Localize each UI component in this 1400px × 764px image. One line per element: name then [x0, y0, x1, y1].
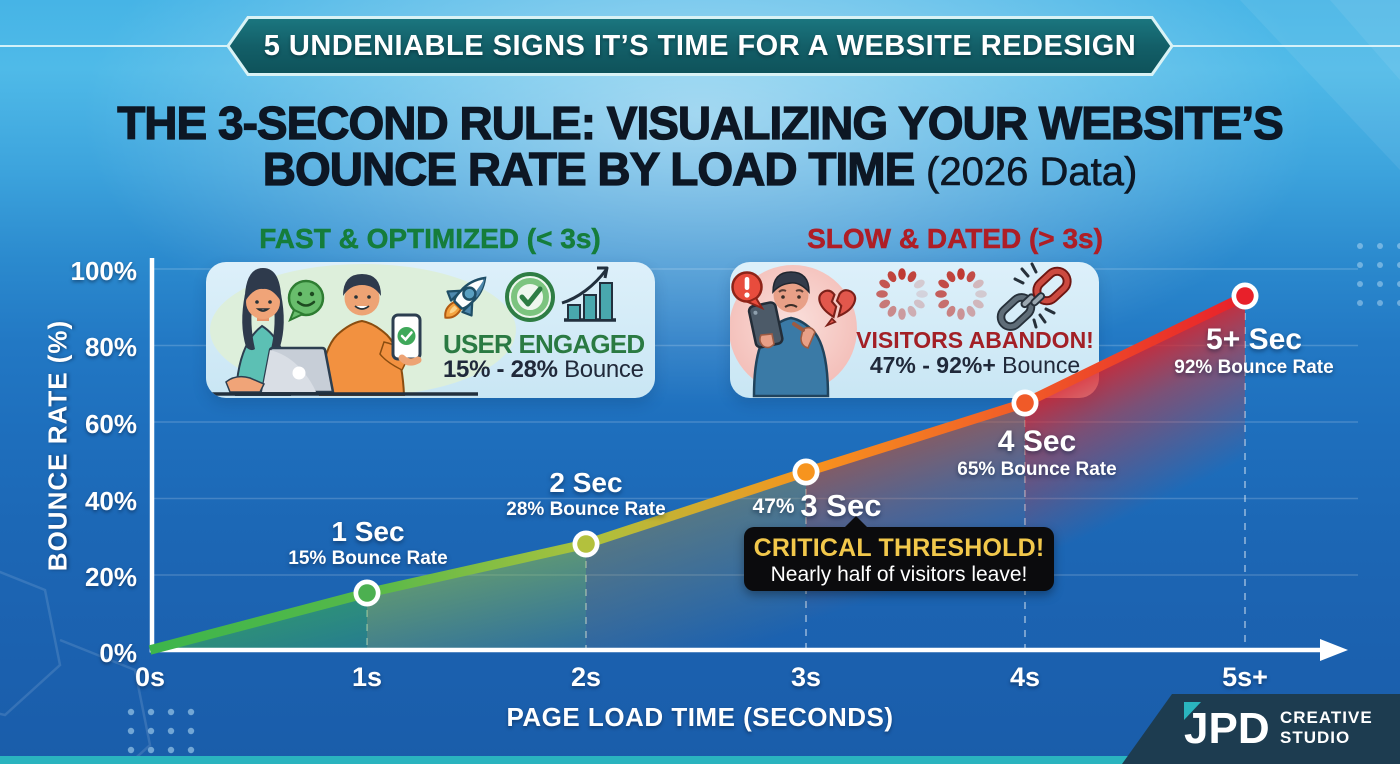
svg-text:STUDIO: STUDIO: [1280, 728, 1350, 747]
svg-text:CREATIVE: CREATIVE: [1280, 708, 1373, 727]
svg-text:JPD: JPD: [1184, 704, 1270, 753]
